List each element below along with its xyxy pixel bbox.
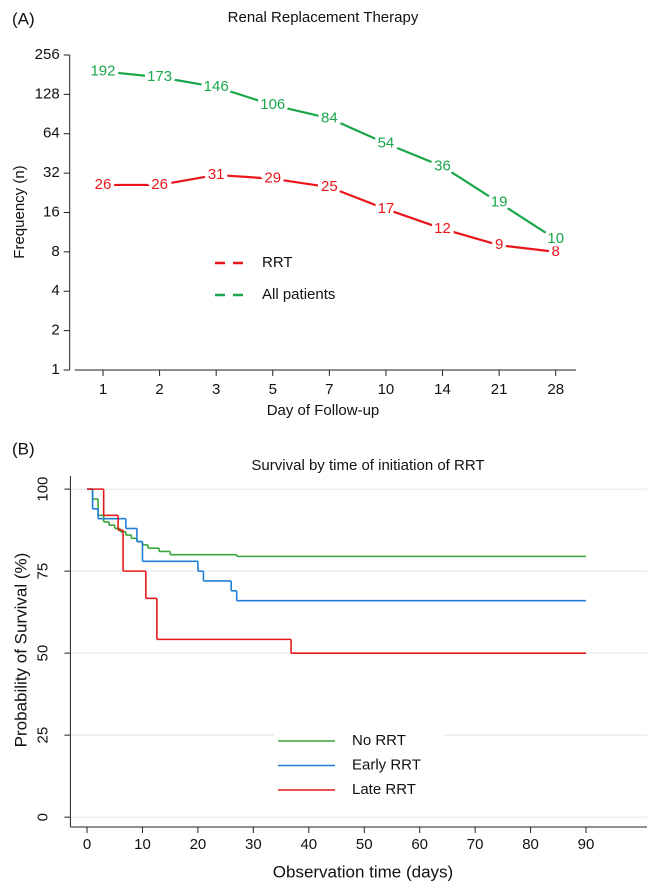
y-tick-label: 16 xyxy=(43,203,60,220)
x-tick-label: 10 xyxy=(134,836,151,853)
y-axis-label: Probability of Survival (%) xyxy=(11,553,30,748)
x-tick-label: 28 xyxy=(547,381,564,398)
data-label: 36 xyxy=(434,157,451,174)
x-tick-label: 50 xyxy=(356,836,373,853)
data-label: 10 xyxy=(547,230,564,247)
x-tick-label: 3 xyxy=(212,381,220,398)
y-tick-label: 64 xyxy=(43,125,60,142)
data-label: 54 xyxy=(378,134,395,151)
y-tick-label: 4 xyxy=(51,282,59,299)
x-tick-label: 21 xyxy=(491,381,508,398)
x-tick-label: 14 xyxy=(434,381,451,398)
x-axis-label: Observation time (days) xyxy=(273,862,453,881)
y-tick-label: 256 xyxy=(35,46,60,63)
data-label: 84 xyxy=(321,109,338,126)
data-label: 106 xyxy=(260,96,285,113)
data-label: 17 xyxy=(378,200,395,217)
y-tick-label: 50 xyxy=(34,645,51,662)
y-tick-label: 8 xyxy=(51,243,59,260)
y-tick-label: 2 xyxy=(51,322,59,339)
y-tick-label: 128 xyxy=(35,85,60,102)
y-axis-label: Frequency (n) xyxy=(11,165,28,258)
x-tick-label: 2 xyxy=(155,381,163,398)
legend-label: Early RRT xyxy=(352,756,421,773)
data-label: 9 xyxy=(495,236,503,253)
legend-label: All patients xyxy=(262,286,335,303)
data-label: 29 xyxy=(264,170,281,187)
y-tick-label: 100 xyxy=(34,477,51,502)
panel-label: (A) xyxy=(12,9,35,28)
chart-title: Survival by time of initiation of RRT xyxy=(251,457,484,474)
x-tick-label: 30 xyxy=(245,836,262,853)
data-label: 173 xyxy=(147,68,172,85)
x-axis-label: Day of Follow-up xyxy=(267,402,380,419)
x-tick-label: 10 xyxy=(378,381,395,398)
y-tick-label: 32 xyxy=(43,164,60,181)
chart-title: Renal Replacement Therapy xyxy=(228,9,419,26)
data-label: 26 xyxy=(151,176,168,193)
y-tick-label: 25 xyxy=(34,727,51,744)
legend-label: Late RRT xyxy=(352,781,416,798)
data-label: 25 xyxy=(321,178,338,195)
x-tick-label: 1 xyxy=(99,381,107,398)
x-tick-label: 20 xyxy=(190,836,207,853)
x-tick-label: 80 xyxy=(522,836,539,853)
x-tick-label: 0 xyxy=(83,836,91,853)
series-line xyxy=(102,173,556,253)
series-line xyxy=(102,70,557,241)
x-tick-label: 40 xyxy=(300,836,317,853)
y-tick-label: 1 xyxy=(51,361,59,378)
data-label: 8 xyxy=(552,243,560,260)
panel-label: (B) xyxy=(12,439,35,458)
legend-label: RRT xyxy=(262,254,293,271)
x-tick-label: 5 xyxy=(269,381,277,398)
x-tick-label: 70 xyxy=(467,836,484,853)
data-label: 26 xyxy=(95,176,112,193)
x-tick-label: 60 xyxy=(411,836,428,853)
x-tick-label: 90 xyxy=(578,836,595,853)
data-label: 31 xyxy=(208,166,225,183)
y-tick-label: 0 xyxy=(34,813,51,821)
data-label: 192 xyxy=(90,62,115,79)
legend-label: No RRT xyxy=(352,732,406,749)
data-label: 12 xyxy=(434,220,451,237)
y-tick-label: 75 xyxy=(34,563,51,580)
data-label: 146 xyxy=(204,78,229,95)
x-tick-label: 7 xyxy=(325,381,333,398)
data-label: 19 xyxy=(491,194,508,211)
